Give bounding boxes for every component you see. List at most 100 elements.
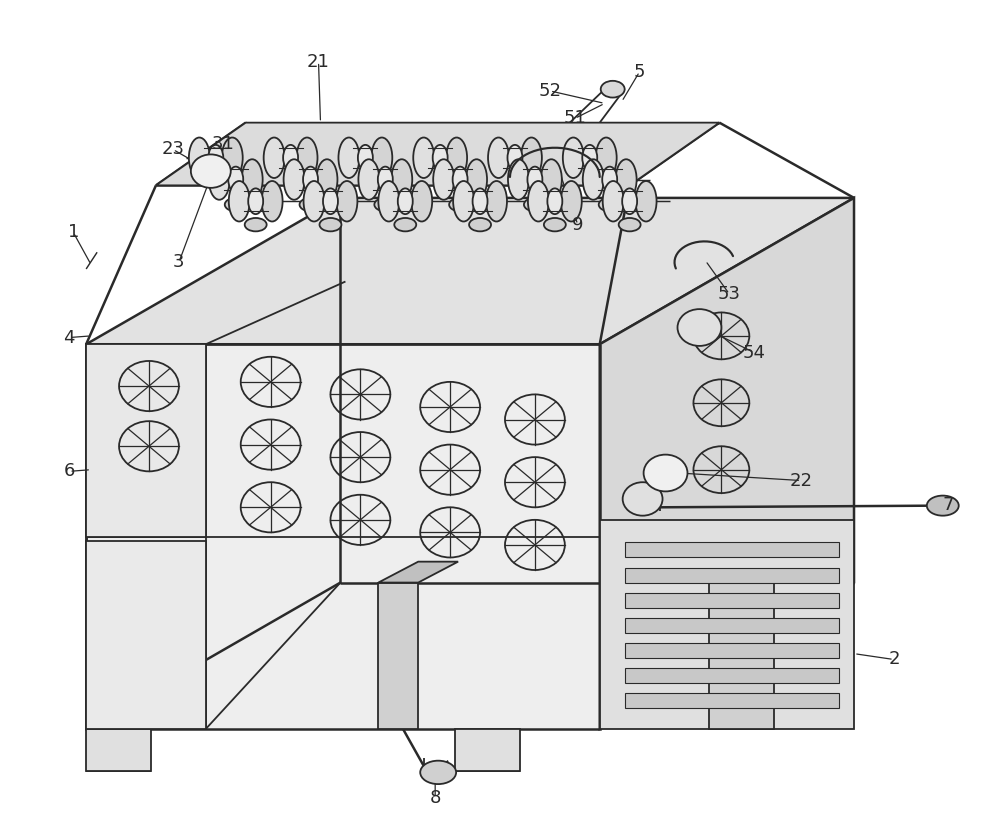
Ellipse shape bbox=[378, 181, 399, 221]
Ellipse shape bbox=[208, 145, 223, 170]
Text: 8: 8 bbox=[429, 789, 441, 807]
Polygon shape bbox=[625, 592, 839, 607]
Ellipse shape bbox=[378, 167, 393, 192]
Ellipse shape bbox=[191, 154, 231, 188]
Ellipse shape bbox=[486, 181, 507, 221]
Ellipse shape bbox=[469, 218, 491, 232]
Ellipse shape bbox=[528, 181, 549, 221]
Ellipse shape bbox=[262, 181, 283, 221]
Ellipse shape bbox=[371, 138, 392, 178]
Polygon shape bbox=[378, 561, 458, 582]
Polygon shape bbox=[455, 729, 520, 771]
Ellipse shape bbox=[323, 189, 338, 214]
Ellipse shape bbox=[446, 138, 467, 178]
Ellipse shape bbox=[228, 167, 243, 192]
Ellipse shape bbox=[601, 81, 625, 97]
Ellipse shape bbox=[508, 159, 529, 200]
Text: 53: 53 bbox=[718, 285, 741, 303]
Ellipse shape bbox=[391, 159, 412, 200]
Ellipse shape bbox=[222, 138, 243, 178]
Ellipse shape bbox=[622, 189, 637, 214]
Text: 21: 21 bbox=[307, 53, 330, 70]
Ellipse shape bbox=[453, 181, 474, 221]
Ellipse shape bbox=[394, 218, 416, 232]
Ellipse shape bbox=[603, 181, 624, 221]
Ellipse shape bbox=[544, 218, 566, 232]
Ellipse shape bbox=[473, 189, 488, 214]
Ellipse shape bbox=[602, 167, 617, 192]
Ellipse shape bbox=[488, 138, 509, 178]
Ellipse shape bbox=[616, 159, 637, 200]
Ellipse shape bbox=[411, 181, 432, 221]
Ellipse shape bbox=[619, 218, 641, 232]
Ellipse shape bbox=[453, 167, 468, 192]
Polygon shape bbox=[86, 344, 206, 537]
Text: 22: 22 bbox=[790, 472, 813, 489]
Ellipse shape bbox=[413, 138, 434, 178]
Text: 5: 5 bbox=[634, 63, 645, 81]
Ellipse shape bbox=[245, 218, 267, 232]
Ellipse shape bbox=[524, 198, 546, 211]
Ellipse shape bbox=[336, 181, 357, 221]
Text: 23: 23 bbox=[161, 140, 184, 159]
Ellipse shape bbox=[283, 145, 298, 170]
Ellipse shape bbox=[209, 159, 230, 200]
Ellipse shape bbox=[636, 181, 657, 221]
Text: 2: 2 bbox=[888, 650, 900, 669]
Ellipse shape bbox=[297, 138, 318, 178]
Ellipse shape bbox=[644, 455, 687, 492]
Text: 52: 52 bbox=[538, 82, 561, 100]
Ellipse shape bbox=[300, 198, 321, 211]
Text: 1: 1 bbox=[68, 223, 79, 241]
Ellipse shape bbox=[338, 138, 359, 178]
Text: 3: 3 bbox=[173, 253, 185, 271]
Polygon shape bbox=[625, 543, 839, 557]
Ellipse shape bbox=[242, 159, 263, 200]
Ellipse shape bbox=[225, 198, 247, 211]
Ellipse shape bbox=[374, 198, 396, 211]
Ellipse shape bbox=[563, 138, 584, 178]
Polygon shape bbox=[625, 643, 839, 658]
Ellipse shape bbox=[596, 138, 617, 178]
Ellipse shape bbox=[284, 159, 305, 200]
Ellipse shape bbox=[303, 167, 318, 192]
Text: 4: 4 bbox=[63, 329, 75, 347]
Text: 7: 7 bbox=[943, 496, 954, 513]
Polygon shape bbox=[156, 122, 719, 185]
Text: 9: 9 bbox=[572, 216, 584, 233]
Ellipse shape bbox=[433, 159, 454, 200]
Ellipse shape bbox=[420, 761, 456, 784]
Ellipse shape bbox=[229, 181, 250, 221]
Ellipse shape bbox=[466, 159, 487, 200]
Ellipse shape bbox=[678, 309, 721, 346]
Polygon shape bbox=[625, 618, 839, 633]
Polygon shape bbox=[600, 520, 854, 729]
Ellipse shape bbox=[248, 189, 263, 214]
Polygon shape bbox=[625, 693, 839, 708]
Ellipse shape bbox=[927, 496, 959, 516]
Ellipse shape bbox=[527, 167, 542, 192]
Ellipse shape bbox=[547, 189, 562, 214]
Ellipse shape bbox=[561, 181, 582, 221]
Text: 31: 31 bbox=[211, 134, 234, 153]
Ellipse shape bbox=[358, 159, 379, 200]
Ellipse shape bbox=[541, 159, 562, 200]
Polygon shape bbox=[86, 344, 600, 729]
Ellipse shape bbox=[358, 145, 373, 170]
Ellipse shape bbox=[583, 159, 604, 200]
Ellipse shape bbox=[433, 145, 448, 170]
Ellipse shape bbox=[189, 138, 210, 178]
Ellipse shape bbox=[398, 189, 413, 214]
Text: 6: 6 bbox=[64, 462, 75, 481]
Polygon shape bbox=[625, 567, 839, 582]
Ellipse shape bbox=[582, 145, 597, 170]
Polygon shape bbox=[709, 582, 774, 729]
Ellipse shape bbox=[317, 159, 337, 200]
Polygon shape bbox=[600, 198, 854, 729]
Ellipse shape bbox=[304, 181, 324, 221]
Polygon shape bbox=[378, 582, 418, 729]
Polygon shape bbox=[86, 198, 854, 344]
Polygon shape bbox=[625, 668, 839, 683]
Text: 54: 54 bbox=[743, 344, 766, 362]
Ellipse shape bbox=[320, 218, 341, 232]
